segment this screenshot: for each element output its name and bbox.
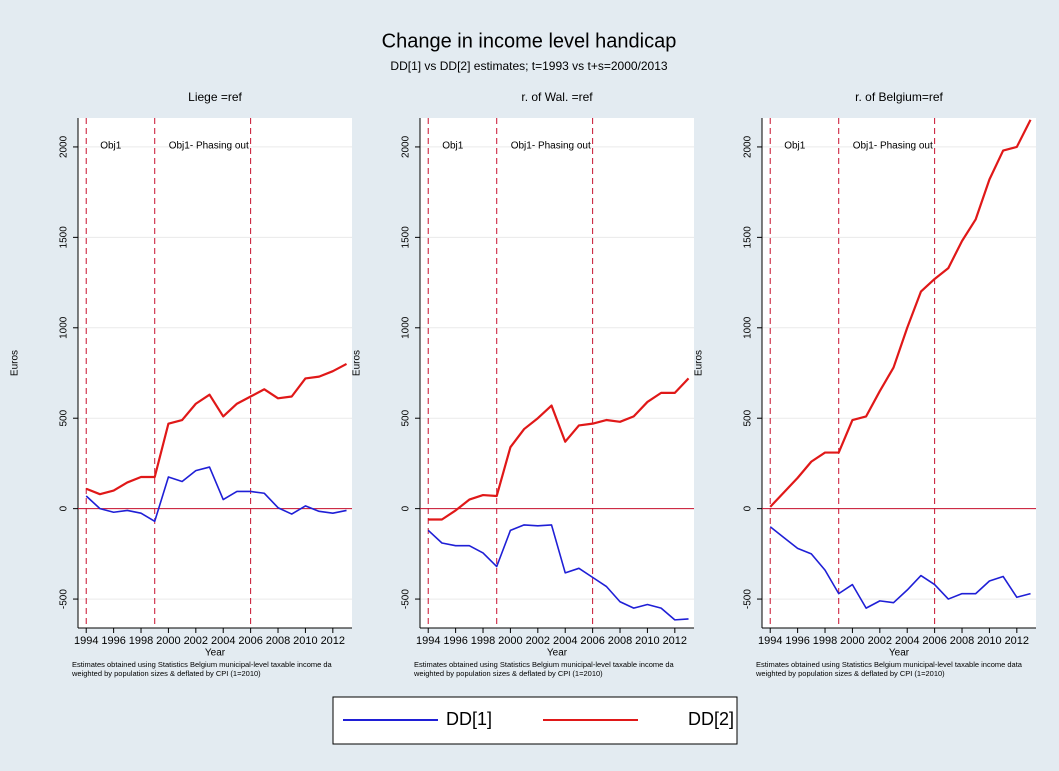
x-tick-label: 1994 (416, 635, 440, 647)
note: weighted by population sizes & deflated … (413, 669, 603, 678)
y-tick-label: -500 (743, 589, 754, 609)
y-tick-label: 1000 (743, 316, 754, 339)
panel-title: r. of Wal. =ref (521, 90, 593, 104)
x-tick-label: 2010 (293, 635, 317, 647)
x-tick-label: 1996 (443, 635, 467, 647)
plot-area (78, 118, 352, 628)
x-tick-label: 1996 (785, 635, 809, 647)
y-axis-label: Euros (352, 350, 363, 376)
y-tick-label: 500 (59, 409, 70, 426)
y-tick-label: 0 (59, 505, 70, 511)
y-tick-label: 1500 (743, 226, 754, 249)
annotation: Obj1- Phasing out (511, 141, 591, 152)
panel-title: r. of Belgium=ref (855, 90, 943, 104)
x-tick-label: 2006 (580, 635, 604, 647)
x-axis-label: Year (205, 648, 226, 659)
x-tick-label: 1998 (471, 635, 495, 647)
x-axis-label: Year (889, 648, 910, 659)
y-tick-label: 2000 (743, 135, 754, 158)
y-tick-label: 2000 (401, 135, 412, 158)
y-tick-label: 1000 (59, 316, 70, 339)
x-tick-label: 2000 (840, 635, 864, 647)
y-tick-label: 1500 (59, 226, 70, 249)
series-line (85, 466, 347, 523)
note: Estimates obtained using Statistics Belg… (414, 660, 675, 669)
x-tick-label: 2010 (635, 635, 659, 647)
note: Estimates obtained using Statistics Belg… (756, 660, 1023, 669)
x-tick-label: 2004 (553, 635, 577, 647)
x-tick-label: 1996 (101, 635, 125, 647)
plot-area (762, 118, 1036, 628)
x-tick-label: 1994 (74, 635, 98, 647)
y-tick-label: 2000 (59, 135, 70, 158)
series-line (85, 362, 348, 496)
annotation: Obj1 (100, 141, 122, 152)
chart-subtitle: DD[1] vs DD[2] estimates; t=1993 vs t+s=… (390, 59, 667, 73)
x-tick-label: 2006 (238, 635, 262, 647)
x-tick-label: 2002 (184, 635, 208, 647)
series-line (428, 377, 690, 521)
x-tick-label: 1998 (129, 635, 153, 647)
x-tick-label: 2012 (1005, 635, 1029, 647)
series-line (427, 524, 689, 621)
series-line (769, 119, 1032, 508)
annotation: Obj1- Phasing out (853, 141, 933, 152)
x-tick-label: 2000 (498, 635, 522, 647)
annotation: Obj1 (442, 141, 464, 152)
x-tick-label: 2010 (977, 635, 1001, 647)
y-tick-label: 500 (401, 409, 412, 426)
x-tick-label: 2004 (895, 635, 919, 647)
x-axis-label: Year (547, 648, 568, 659)
x-tick-label: 2008 (608, 635, 632, 647)
plot-area (420, 118, 694, 628)
x-tick-label: 2004 (211, 635, 235, 647)
y-tick-label: 500 (743, 409, 754, 426)
legend-label: DD[2] (688, 709, 734, 729)
y-tick-label: 0 (743, 505, 754, 511)
panel-title: Liege =ref (188, 90, 242, 104)
y-axis-label: Euros (10, 350, 21, 376)
x-tick-label: 2002 (526, 635, 550, 647)
note: weighted by population sizes & deflated … (71, 669, 261, 678)
x-tick-label: 2008 (950, 635, 974, 647)
x-tick-label: 2012 (321, 635, 345, 647)
note: Estimates obtained using Statistics Belg… (72, 660, 333, 669)
chart-title: Change in income level handicap (382, 30, 677, 52)
x-tick-label: 2012 (663, 635, 687, 647)
y-tick-label: 1000 (401, 316, 412, 339)
annotation: Obj1 (784, 141, 806, 152)
x-tick-label: 2006 (922, 635, 946, 647)
note: weighted by population sizes & deflated … (755, 669, 945, 678)
annotation: Obj1- Phasing out (169, 141, 249, 152)
series-line (769, 526, 1031, 609)
x-tick-label: 2000 (156, 635, 180, 647)
y-tick-label: -500 (59, 589, 70, 609)
legend-label: DD[1] (446, 709, 492, 729)
x-tick-label: 1994 (758, 635, 782, 647)
y-tick-label: 1500 (401, 226, 412, 249)
y-tick-label: -500 (401, 589, 412, 609)
x-tick-label: 2002 (868, 635, 892, 647)
x-tick-label: 1998 (813, 635, 837, 647)
x-tick-label: 2008 (266, 635, 290, 647)
y-axis-label: Euros (694, 350, 705, 376)
y-tick-label: 0 (401, 505, 412, 511)
